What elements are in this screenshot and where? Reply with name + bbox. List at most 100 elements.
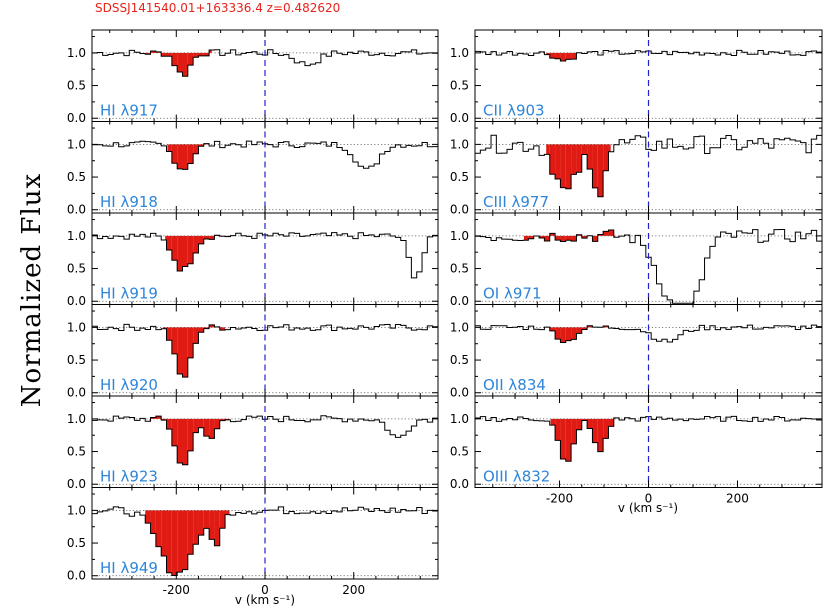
y-tick-label: 0.0 <box>450 203 469 217</box>
absorption-fill-bin <box>209 419 214 438</box>
y-tick-label: 0.0 <box>67 203 86 217</box>
y-tick-label: 0.5 <box>450 170 469 184</box>
absorption-fill-bin <box>198 236 203 244</box>
x-tick-label: 0 <box>645 492 653 506</box>
ion-label: HI λ949 <box>100 559 158 577</box>
absorption-fill-bin <box>582 144 587 154</box>
spectrum-panel: 0.00.51.0HI λ923 <box>67 396 438 491</box>
absorption-fill-bin <box>566 419 571 461</box>
absorption-fill-bin <box>546 144 550 154</box>
y-tick-label: 1.0 <box>67 46 86 60</box>
absorption-fill-bin <box>225 510 229 514</box>
y-tick-label: 1.0 <box>67 137 86 151</box>
absorption-fill-bin <box>603 144 608 170</box>
absorption-fill-bin <box>177 327 182 374</box>
y-tick-label: 1.0 <box>67 503 86 517</box>
absorption-fill-bin <box>167 419 172 429</box>
absorption-fill-bin <box>598 419 603 452</box>
absorption-fill-bin <box>592 144 597 188</box>
absorption-fill-bin <box>608 419 613 426</box>
absorption-fill-bin <box>161 510 166 556</box>
absorption-fill-bin <box>560 144 565 187</box>
absorption-fill-bin <box>544 236 549 241</box>
spectrum-panel: 0.00.51.0HI λ920 <box>67 305 438 400</box>
y-axis-label: Normalized Flux <box>17 173 47 407</box>
absorption-fill-bin <box>193 327 198 343</box>
absorption-fill-bin <box>204 419 209 436</box>
ion-label: OII λ834 <box>483 376 546 394</box>
absorption-fill-bin <box>571 327 576 339</box>
x-tick-label: 0 <box>261 583 269 597</box>
y-tick-label: 1.0 <box>450 46 469 60</box>
absorption-fill-bin <box>209 510 214 539</box>
y-tick-label: 0.5 <box>450 445 469 459</box>
absorption-fill-bin <box>193 236 198 253</box>
spectrum-panel: 0.00.51.0HI λ917 <box>67 30 438 125</box>
absorption-fill-bin <box>560 53 565 61</box>
y-tick-label: 0.0 <box>450 111 469 125</box>
x-tick-label: -200 <box>163 583 190 597</box>
absorption-fill-bin <box>550 144 555 174</box>
absorption-fill-bin <box>608 230 613 236</box>
absorption-fill-bin <box>560 419 565 459</box>
y-tick-label: 0.0 <box>450 294 469 308</box>
y-tick-label: 1.0 <box>67 412 86 426</box>
ion-label: CII λ903 <box>483 102 545 120</box>
absorption-fill-bin <box>177 236 182 271</box>
absorption-fill-bin <box>550 327 555 330</box>
ion-label: HI λ918 <box>100 193 158 211</box>
absorption-fill-bin <box>550 53 555 58</box>
ion-label: HI λ923 <box>100 468 158 486</box>
absorption-fill-bin <box>188 144 193 163</box>
absorption-fill-bin <box>172 510 177 575</box>
x-tick-label: 200 <box>726 492 749 506</box>
absorption-fill-bin <box>182 419 187 465</box>
y-tick-label: 0.5 <box>67 536 86 550</box>
absorption-fill-bin <box>182 53 187 76</box>
absorption-fill-bin <box>172 419 177 446</box>
absorption-fill-bin <box>592 419 597 443</box>
absorption-fill-bin <box>555 419 560 441</box>
absorption-fill-bin <box>177 419 182 463</box>
y-tick-label: 0.0 <box>67 569 86 583</box>
absorption-fill-bin <box>177 144 182 169</box>
x-tick-label: 200 <box>342 583 365 597</box>
y-tick-label: 0.5 <box>67 353 86 367</box>
y-tick-label: 1.0 <box>450 412 469 426</box>
absorption-fill-bin <box>214 510 219 545</box>
absorption-fill-bin <box>167 144 171 151</box>
absorption-fill-bin <box>576 419 581 430</box>
y-tick-label: 0.5 <box>450 79 469 93</box>
absorption-fill-bin <box>204 510 209 528</box>
absorption-fill-bin <box>209 236 214 240</box>
y-tick-label: 0.5 <box>67 262 86 276</box>
absorption-fill-bin <box>571 236 576 241</box>
x-tick-label: -200 <box>546 492 573 506</box>
ion-label: CIII λ977 <box>483 193 549 211</box>
absorption-fill-bin <box>555 236 560 240</box>
absorption-fill-bin <box>603 419 608 438</box>
absorption-fill-bin <box>188 236 193 264</box>
absorption-fill-bin <box>571 419 576 444</box>
spectrum-panel: 0.0 0.5 1.0 OIII λ832 -200 0 200 <box>450 396 822 506</box>
absorption-fill-bin <box>156 510 161 546</box>
absorption-fill-bin <box>576 327 581 333</box>
absorption-fill-bin <box>560 327 565 342</box>
y-tick-label: 0.0 <box>450 477 469 491</box>
absorption-fill-bin <box>193 144 198 153</box>
ion-label: OIII λ832 <box>483 468 550 486</box>
absorption-fill-bin <box>177 510 182 572</box>
y-tick-label: 1.0 <box>450 320 469 334</box>
absorption-fill-bin <box>145 510 150 523</box>
absorption-fill-bin <box>177 53 182 72</box>
ion-label: OI λ971 <box>483 285 542 303</box>
y-tick-label: 0.5 <box>450 262 469 276</box>
absorption-fill-bin <box>182 327 187 377</box>
absorption-fill-bin <box>165 236 166 240</box>
y-tick-label: 0.0 <box>67 294 86 308</box>
absorption-fill-bin <box>198 419 203 428</box>
figure-title: SDSSJ141540.01+163336.4 z=0.482620 <box>95 1 340 15</box>
absorption-fill-bin <box>172 327 177 354</box>
absorption-fill-bin <box>172 236 177 260</box>
